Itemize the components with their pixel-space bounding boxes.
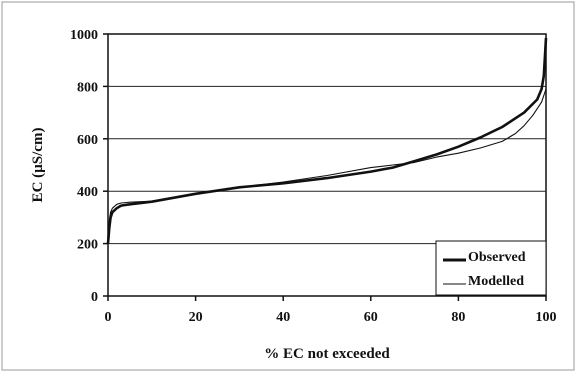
y-axis-ticks: 0 200 400 600 800 1000 xyxy=(70,28,108,305)
x-tick-label: 0 xyxy=(105,310,112,325)
y-tick-label: 800 xyxy=(77,80,98,95)
x-axis-ticks: 0 20 40 60 80 100 xyxy=(105,296,557,325)
legend-label-observed: Observed xyxy=(468,250,526,265)
x-axis-title: % EC not exceeded xyxy=(264,346,390,362)
y-tick-label: 200 xyxy=(77,238,98,253)
x-tick-label: 40 xyxy=(276,310,290,325)
x-tick-label: 100 xyxy=(536,310,557,325)
series-line-modelled xyxy=(107,88,547,244)
y-axis-title: EC (µS/cm) xyxy=(30,128,46,203)
gridlines xyxy=(108,85,546,245)
legend-label-modelled: Modelled xyxy=(468,274,524,289)
y-tick-label: 1000 xyxy=(70,28,98,43)
legend: Observed Modelled xyxy=(435,240,547,296)
y-tick-label: 0 xyxy=(91,290,98,305)
x-tick-label: 20 xyxy=(189,310,203,325)
series-lines xyxy=(106,37,548,244)
x-tick-label: 80 xyxy=(451,310,465,325)
y-tick-label: 400 xyxy=(77,185,98,200)
y-tick-label: 600 xyxy=(77,133,98,148)
x-tick-label: 60 xyxy=(364,310,378,325)
legend-box xyxy=(435,240,547,296)
series-line-observed xyxy=(106,37,548,244)
